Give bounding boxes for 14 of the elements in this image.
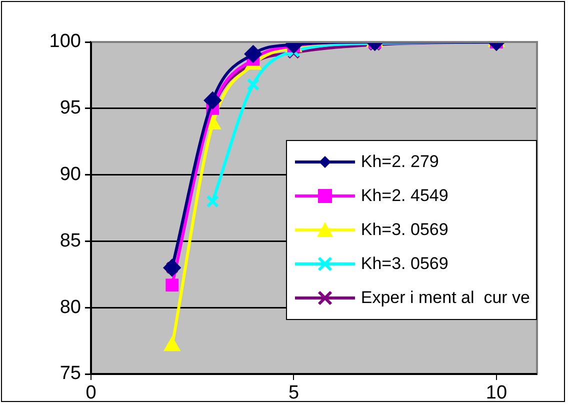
- legend-label: Kh=3. 0569: [360, 254, 448, 274]
- y-tick-label: 75: [60, 363, 81, 384]
- legend-label: Kh=2. 279: [360, 152, 439, 172]
- x-tick-label: 0: [86, 382, 96, 404]
- legend-label: Kh=3. 0569: [360, 220, 448, 240]
- legend-label: Kh=2. 4549: [360, 186, 448, 206]
- y-tick-label: 95: [60, 98, 81, 119]
- y-tick-label: 90: [60, 164, 81, 186]
- y-tick-label: 100: [49, 31, 81, 52]
- y-tick-label: 80: [60, 296, 81, 318]
- legend-label: Exper i ment al cur ve: [360, 288, 530, 308]
- x-tick-label: 5: [288, 382, 300, 404]
- x-tick-label: 10: [486, 382, 508, 404]
- y-tick-label: 85: [60, 230, 81, 252]
